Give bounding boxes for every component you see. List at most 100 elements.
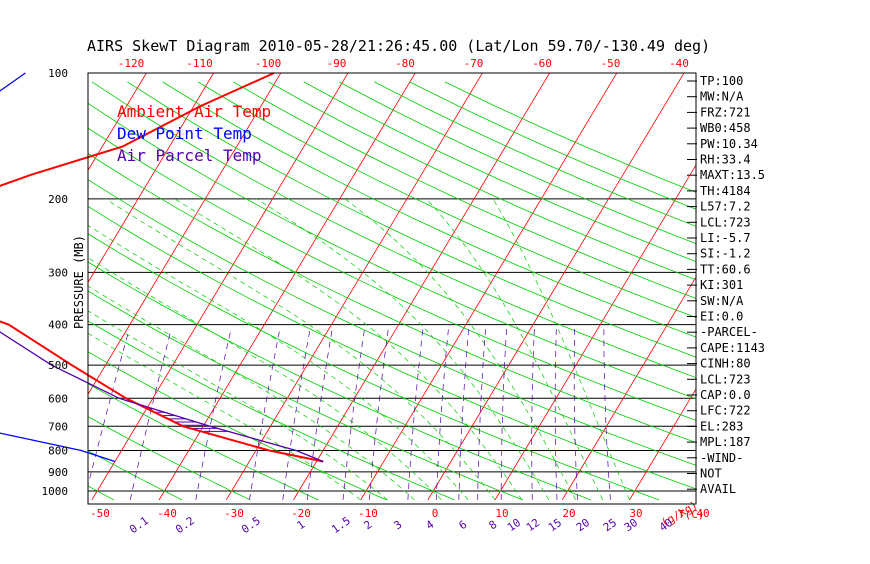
index-label: PW:10.34 xyxy=(700,137,758,151)
mixing-ratio-tick-label: 12 xyxy=(524,516,542,534)
mixing-ratio-tick-label: 8 xyxy=(487,518,500,532)
dry-adiabat-line xyxy=(0,82,182,500)
dry-adiabat-line xyxy=(233,82,870,500)
top-tick-label: -110 xyxy=(186,57,213,70)
dry-adiabat-line xyxy=(163,82,870,500)
index-label: L57:7.2 xyxy=(700,200,751,214)
legend-entry: Ambient Air Temp xyxy=(117,102,271,121)
dry-adiabat-line xyxy=(0,82,659,500)
mixing-ratio-line xyxy=(283,329,310,500)
index-label: TT:60.6 xyxy=(700,262,751,276)
mixing-ratio-line xyxy=(604,329,611,500)
y-axis-label: PRESSURE (MB) xyxy=(72,235,86,329)
isotherm-line xyxy=(562,64,824,500)
top-tick-label: -60 xyxy=(532,57,552,70)
pressure-tick-label: 200 xyxy=(48,193,68,206)
mixing-ratio-tick-label: 25 xyxy=(601,516,619,534)
dry-adiabat-line xyxy=(374,82,870,500)
mixing-ratio-tick-label: 6 xyxy=(457,518,470,532)
index-label: TP:100 xyxy=(700,74,743,88)
index-label: SI:-1.2 xyxy=(700,247,751,261)
pressure-tick-label: 1000 xyxy=(42,485,69,498)
mixing-ratio-line xyxy=(130,329,171,500)
pressure-tick-label: 800 xyxy=(48,444,68,457)
dry-adiabat-line xyxy=(0,82,318,500)
mixing-ratio-line xyxy=(459,329,469,500)
bottom-tick-label: 40 xyxy=(696,507,709,520)
index-label: TH:4184 xyxy=(700,184,751,198)
index-label: AVAIL xyxy=(700,482,736,496)
bottom-tick-label: -30 xyxy=(224,507,244,520)
pressure-tick-label: 700 xyxy=(48,420,68,433)
dry-adiabat-line xyxy=(0,82,727,500)
mixing-ratio-tick-label: 1.5 xyxy=(329,514,353,536)
dry-adiabat-line xyxy=(445,82,870,500)
index-label: MPL:187 xyxy=(700,435,751,449)
index-label: KI:301 xyxy=(700,278,743,292)
mixing-ratio-tick-label: 3 xyxy=(392,518,405,532)
index-label: CAPE:1143 xyxy=(700,341,765,355)
isotherm-line xyxy=(361,64,623,500)
dry-adiabat-line xyxy=(198,82,870,500)
top-tick-label: -80 xyxy=(395,57,415,70)
pressure-tick-label: 500 xyxy=(48,359,68,372)
index-label: CINH:80 xyxy=(700,357,751,371)
pressure-tick-label: 100 xyxy=(48,67,68,80)
pressure-tick-label: 600 xyxy=(48,392,68,405)
bottom-tick-label: 20 xyxy=(562,507,575,520)
top-tick-label: -90 xyxy=(327,57,347,70)
dry-adiabat-line xyxy=(127,82,870,500)
dry-adiabat-line xyxy=(269,82,870,500)
index-label: LI:-5.7 xyxy=(700,231,751,245)
index-label: MAXT:13.5 xyxy=(700,168,765,182)
isotherm-line xyxy=(428,64,690,500)
mixing-ratio-line xyxy=(555,329,557,500)
isotherm-line xyxy=(293,64,555,500)
moist-adiabat-line xyxy=(105,199,495,500)
top-tick-label: -40 xyxy=(669,57,689,70)
top-tick-label: -120 xyxy=(118,57,145,70)
index-label: WB0:458 xyxy=(700,121,751,135)
index-label: -PARCEL- xyxy=(700,325,758,339)
index-label: SW:N/A xyxy=(700,294,744,308)
bottom-tick-label: -40 xyxy=(157,507,177,520)
legend-entry: Air Parcel Temp xyxy=(117,146,262,165)
mixing-ratio-tick-label: 20 xyxy=(574,516,592,534)
top-tick-label: -100 xyxy=(255,57,282,70)
bottom-tick-label: 10 xyxy=(495,507,508,520)
index-label: EL:283 xyxy=(700,419,743,433)
mixing-ratio-line xyxy=(532,329,535,500)
bottom-tick-label: -10 xyxy=(358,507,378,520)
index-label: EI:0.0 xyxy=(700,310,743,324)
mixing-ratio-tick-label: 0.1 xyxy=(127,514,151,536)
index-label: MW:N/A xyxy=(700,90,744,104)
pressure-tick-label: 900 xyxy=(48,466,68,479)
mixing-ratio-line xyxy=(250,329,280,500)
pressure-tick-label: 300 xyxy=(48,266,68,279)
index-label: LFC:722 xyxy=(700,404,751,418)
index-label: LCL:723 xyxy=(700,372,751,386)
index-label: LCL:723 xyxy=(700,215,751,229)
bottom-tick-label: -50 xyxy=(90,507,110,520)
top-tick-label: -50 xyxy=(601,57,621,70)
index-label: FRZ:721 xyxy=(700,105,751,119)
mixing-ratio-tick-label: 1 xyxy=(295,518,308,532)
mixing-ratio-tick-label: 2 xyxy=(362,518,375,532)
chart-title: AIRS SkewT Diagram 2010-05-28/21:26:45.0… xyxy=(87,37,710,55)
index-label: NOT xyxy=(700,467,722,481)
index-label: CAP:0.0 xyxy=(700,388,751,402)
isotherm-line xyxy=(764,64,870,500)
moist-adiabat-line xyxy=(257,199,549,500)
top-tick-label: -70 xyxy=(464,57,484,70)
index-label: -WIND- xyxy=(700,451,743,465)
pressure-tick-label: 400 xyxy=(48,319,68,332)
index-label: RH:33.4 xyxy=(700,153,751,167)
dry-adiabat-line xyxy=(304,82,870,500)
bottom-tick-label: -20 xyxy=(291,507,311,520)
bottom-tick-label: 0 xyxy=(432,507,439,520)
mixing-ratio-line xyxy=(574,329,577,500)
legend-entry: Dew Point Temp xyxy=(117,124,252,143)
dry-adiabat-line xyxy=(0,82,387,500)
